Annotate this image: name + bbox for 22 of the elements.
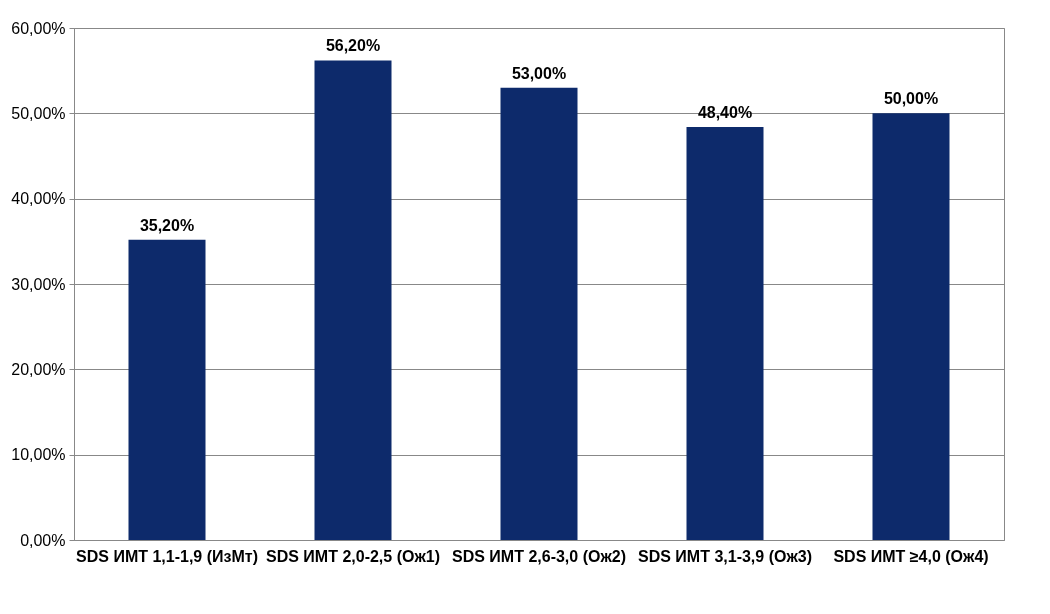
x-tick-label: SDS ИМТ 1,1-1,9 (ИзМт) (76, 547, 258, 565)
data-label: 48,40% (697, 103, 753, 121)
x-tick-label: SDS ИМТ ≥4,0 (Ож4) (833, 547, 989, 565)
y-tick-label: 10,00% (11, 446, 66, 464)
y-tick-label: 50,00% (11, 104, 66, 122)
bar (128, 239, 206, 540)
x-tick-label: SDS ИМТ 2,0-2,5 (Ож1) (266, 547, 440, 565)
x-tick-label: SDS ИМТ 2,6-3,0 (Ож2) (452, 547, 626, 565)
bar (500, 87, 578, 540)
y-tick-label: 0,00% (20, 531, 66, 549)
bar (872, 113, 950, 540)
data-label: 50,00% (883, 90, 939, 108)
data-label: 35,20% (139, 216, 195, 234)
bar (686, 126, 764, 540)
data-label: 53,00% (511, 64, 567, 82)
bar (314, 60, 392, 540)
x-tick-label: SDS ИМТ 3,1-3,9 (Ож3) (638, 547, 812, 565)
y-tick-label: 30,00% (11, 275, 66, 293)
y-tick-label: 60,00% (11, 19, 66, 37)
y-tick-label: 40,00% (11, 190, 66, 208)
data-label: 56,20% (325, 37, 381, 55)
y-tick-label: 20,00% (11, 360, 66, 378)
